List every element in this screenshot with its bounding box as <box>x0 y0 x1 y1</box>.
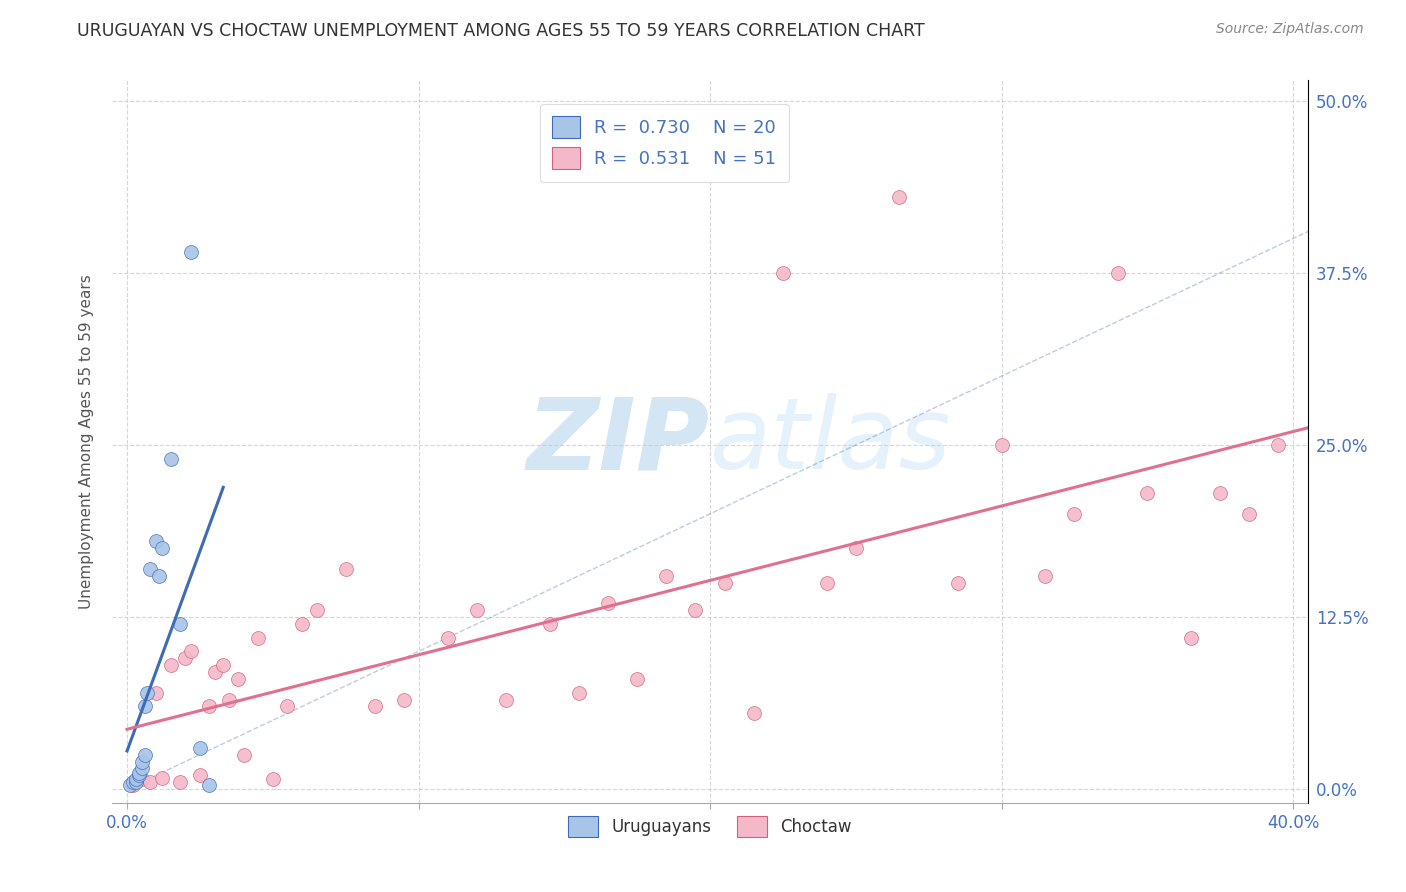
Point <box>335 562 357 576</box>
Point <box>685 603 707 617</box>
Point <box>118 778 141 792</box>
Point <box>262 772 284 787</box>
Point <box>655 568 678 582</box>
Point <box>538 616 561 631</box>
Point <box>305 603 328 617</box>
Point <box>159 658 181 673</box>
Point <box>1267 438 1289 452</box>
Point <box>139 775 162 789</box>
Point <box>134 747 156 762</box>
Point <box>495 692 517 706</box>
Point <box>145 534 167 549</box>
Point <box>946 575 969 590</box>
Point <box>131 772 153 787</box>
Point <box>131 761 153 775</box>
Point <box>1239 507 1261 521</box>
Point <box>197 699 219 714</box>
Point <box>990 438 1012 452</box>
Point <box>1209 486 1232 500</box>
Point <box>180 644 202 658</box>
Point <box>1107 266 1129 280</box>
Point <box>122 775 145 789</box>
Point <box>889 190 911 204</box>
Point <box>145 686 167 700</box>
Point <box>150 771 173 785</box>
Point <box>134 699 156 714</box>
Point <box>626 672 648 686</box>
Point <box>128 765 150 780</box>
Point <box>232 747 254 762</box>
Point <box>125 772 148 787</box>
Point <box>815 575 838 590</box>
Point <box>465 603 488 617</box>
Y-axis label: Unemployment Among Ages 55 to 59 years: Unemployment Among Ages 55 to 59 years <box>79 274 94 609</box>
Point <box>276 699 298 714</box>
Point <box>150 541 173 556</box>
Point <box>122 778 145 792</box>
Text: Source: ZipAtlas.com: Source: ZipAtlas.com <box>1216 22 1364 37</box>
Point <box>568 686 591 700</box>
Point <box>159 451 181 466</box>
Point <box>125 775 148 789</box>
Point <box>139 562 162 576</box>
Point <box>204 665 226 679</box>
Point <box>742 706 765 721</box>
Text: URUGUAYAN VS CHOCTAW UNEMPLOYMENT AMONG AGES 55 TO 59 YEARS CORRELATION CHART: URUGUAYAN VS CHOCTAW UNEMPLOYMENT AMONG … <box>77 22 925 40</box>
Text: ZIP: ZIP <box>527 393 710 490</box>
Point <box>1180 631 1202 645</box>
Point <box>131 755 153 769</box>
Point <box>188 768 211 782</box>
Point <box>136 686 159 700</box>
Point <box>180 245 202 260</box>
Point <box>596 596 619 610</box>
Point <box>169 775 191 789</box>
Point <box>188 740 211 755</box>
Text: atlas: atlas <box>710 393 952 490</box>
Point <box>291 616 314 631</box>
Point <box>1033 568 1056 582</box>
Point <box>148 568 170 582</box>
Point <box>174 651 197 665</box>
Point <box>845 541 868 556</box>
Point <box>1063 507 1085 521</box>
Point <box>247 631 270 645</box>
Point <box>392 692 415 706</box>
Point <box>197 778 219 792</box>
Point <box>364 699 387 714</box>
Legend: Uruguayans, Choctaw: Uruguayans, Choctaw <box>560 808 860 845</box>
Point <box>169 616 191 631</box>
Point <box>772 266 794 280</box>
Point <box>436 631 458 645</box>
Point <box>218 692 240 706</box>
Point <box>226 672 249 686</box>
Point <box>1136 486 1159 500</box>
Point <box>212 658 235 673</box>
Point <box>128 768 150 782</box>
Point <box>713 575 735 590</box>
